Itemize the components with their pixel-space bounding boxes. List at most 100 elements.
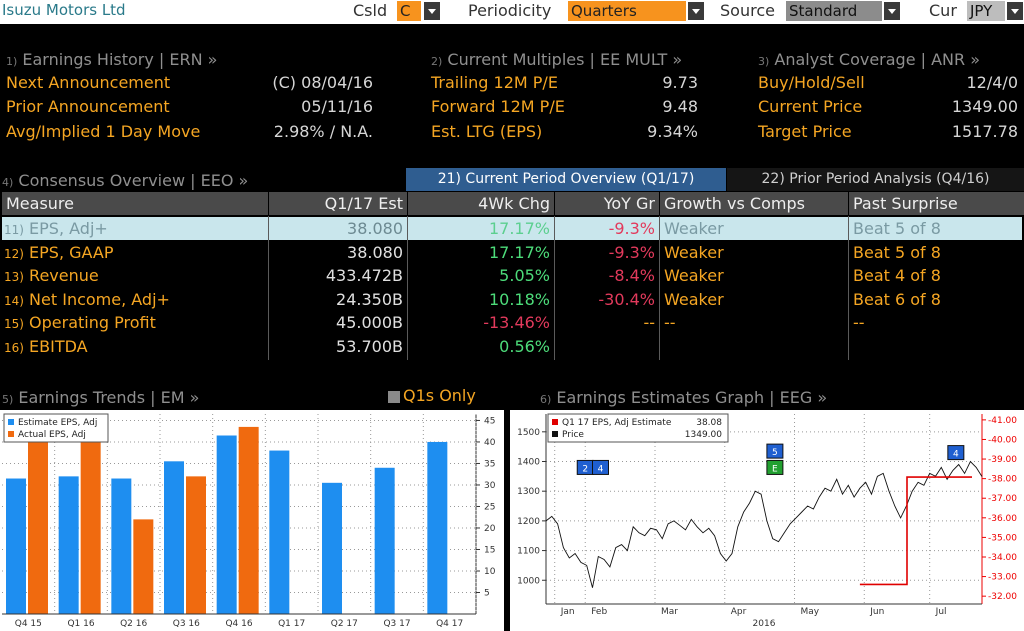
header-bar: Isuzu Motors Ltd Csld C Periodicity Quar… — [0, 0, 1024, 24]
cell-measure: 14) Net Income, Adj+ — [0, 288, 266, 311]
target-price-label: Target Price — [758, 122, 852, 141]
current-price-value: 1349.00 — [951, 97, 1018, 116]
left-tick-label: 1000 — [517, 576, 540, 586]
legend-label-estimate: Estimate EPS, Adj — [18, 418, 97, 428]
y-tick-label: 45 — [484, 416, 495, 426]
col-divider — [407, 216, 408, 360]
tab-current-period[interactable]: 21) Current Period Overview (Q1/17) — [406, 168, 726, 191]
bar-actual — [28, 416, 48, 614]
csld-field[interactable]: C — [397, 1, 421, 21]
bar-estimate — [164, 461, 184, 614]
x-tick-label: Jul — [935, 607, 947, 617]
event-marker-label: 2 — [582, 464, 588, 474]
right-tick-label: -33.00 — [988, 573, 1017, 583]
bar-estimate — [269, 450, 290, 614]
source-field[interactable]: Standard — [786, 1, 882, 21]
legend-value-price: 1349.00 — [685, 430, 722, 440]
row-number: 14) — [4, 293, 24, 308]
legend-box — [547, 413, 729, 443]
left-tick-label: 1400 — [517, 458, 540, 468]
bar-estimate — [6, 478, 26, 614]
event-marker — [592, 459, 609, 475]
col-yoy[interactable]: YoY Gr — [555, 192, 659, 215]
current-multiples-title[interactable]: 2) Current Multiples | EE MULT » — [431, 50, 683, 69]
right-tick-label: -34.00 — [988, 553, 1017, 563]
right-tick-label: -32.00 — [988, 592, 1017, 602]
measure-name: EBITDA — [29, 336, 88, 356]
left-tick-label: 1100 — [517, 547, 540, 557]
csld-label: Csld — [353, 1, 388, 20]
cell-comps: -- — [664, 313, 676, 332]
x-tick-label: Q4 16 — [225, 619, 252, 629]
earnings-history-title[interactable]: 1) Earnings History | ERN » — [6, 50, 218, 69]
right-tick-label: -39.00 — [988, 455, 1017, 465]
q1s-only-label[interactable]: Q1s Only — [403, 386, 476, 405]
cell-chg: 0.56% — [499, 336, 550, 356]
bar-estimate — [374, 467, 395, 614]
cell-yoy — [555, 335, 659, 358]
legend-swatch-actual — [8, 431, 14, 437]
cell-measure: 12) EPS, GAAP — [0, 241, 266, 264]
cell-comps: Weaker — [664, 242, 724, 262]
col-est[interactable]: Q1/17 Est — [269, 192, 407, 215]
bar-estimate — [216, 435, 237, 614]
measure-name: EPS, GAAP — [29, 242, 114, 262]
periodicity-field[interactable]: Quarters — [568, 1, 686, 21]
cell-comps: Weaker — [664, 266, 724, 285]
x-tick-label: Q4 15 — [15, 619, 42, 629]
q1s-only-checkbox[interactable] — [388, 391, 400, 403]
row-number: 16) — [4, 340, 24, 355]
current-price-label: Current Price — [758, 97, 863, 116]
avg-move-label: Avg/Implied 1 Day Move — [6, 122, 201, 141]
y-tick-label: 5 — [484, 588, 490, 598]
bar-estimate — [427, 441, 448, 614]
col-4wk[interactable]: 4Wk Chg — [408, 192, 554, 215]
col-comps[interactable]: Growth vs Comps — [660, 192, 848, 215]
x-tick-label: Apr — [731, 607, 747, 617]
col-divider — [659, 216, 660, 360]
right-tick-label: -37.00 — [988, 494, 1017, 504]
col-divider — [554, 216, 555, 360]
security-title[interactable]: Isuzu Motors Ltd — [2, 1, 126, 19]
y-tick-label: 25 — [484, 502, 495, 512]
right-tick-label: -41.00 — [988, 416, 1017, 426]
earnings-trends-title[interactable]: 5) Earnings Trends | EM » — [2, 388, 200, 407]
bar-actual — [186, 476, 206, 614]
cell-comps: Weaker — [664, 219, 724, 238]
source-label: Source — [720, 1, 775, 20]
bar-actual — [133, 519, 154, 614]
cell-chg: -13.46% — [483, 313, 550, 332]
event-marker-label: 4 — [598, 464, 604, 474]
cell-est: 45.000B — [336, 313, 403, 332]
next-announcement-label: Next Announcement — [6, 73, 171, 92]
cell-est: 38.080 — [347, 242, 403, 262]
y-tick-label: 10 — [484, 567, 496, 577]
analyst-coverage-title[interactable]: 3) Analyst Coverage | ANR » — [758, 50, 981, 69]
periodicity-dropdown-icon[interactable] — [688, 2, 704, 20]
tab-prior-period[interactable]: 22) Prior Period Analysis (Q4/16) — [727, 168, 1024, 191]
event-marker — [766, 459, 784, 475]
row-number: 11) — [4, 223, 24, 237]
currency-label: Cur — [929, 1, 957, 20]
consensus-overview-title[interactable]: 4) Consensus Overview | EEO » — [2, 171, 249, 190]
x-tick-label: Q4 17 — [436, 619, 463, 629]
col-divider — [268, 216, 269, 360]
forward-pe-value: 9.48 — [662, 97, 698, 116]
col-measure[interactable]: Measure — [2, 192, 268, 215]
legend-swatch-estimate — [8, 419, 14, 425]
currency-dropdown-icon[interactable] — [1007, 2, 1023, 20]
source-dropdown-icon[interactable] — [884, 2, 900, 20]
forward-pe-label: Forward 12M P/E — [431, 97, 565, 116]
earnings-trends-chart: 5 10 15 20 25 30 35 40 45 Q4 15 Q1 16 Q2 16 Q3 16 Q4 … — [0, 410, 504, 631]
cell-est: 433.472B — [325, 266, 403, 285]
buy-hold-sell-label: Buy/Hold/Sell — [758, 73, 865, 92]
avg-move-value: 2.98% / N.A. — [273, 122, 373, 141]
currency-field[interactable]: JPY — [967, 1, 1005, 21]
col-surprise[interactable]: Past Surprise — [849, 192, 1024, 215]
x-tick-label: Jan — [560, 607, 575, 617]
ltg-label: Est. LTG (EPS) — [431, 122, 543, 141]
csld-dropdown-icon[interactable] — [424, 2, 440, 20]
cell-measure: 11) EPS, Adj+ — [0, 217, 266, 240]
bar-estimate — [322, 482, 342, 614]
earnings-graph-title[interactable]: 6) Earnings Estimates Graph | EEG » — [540, 388, 828, 407]
